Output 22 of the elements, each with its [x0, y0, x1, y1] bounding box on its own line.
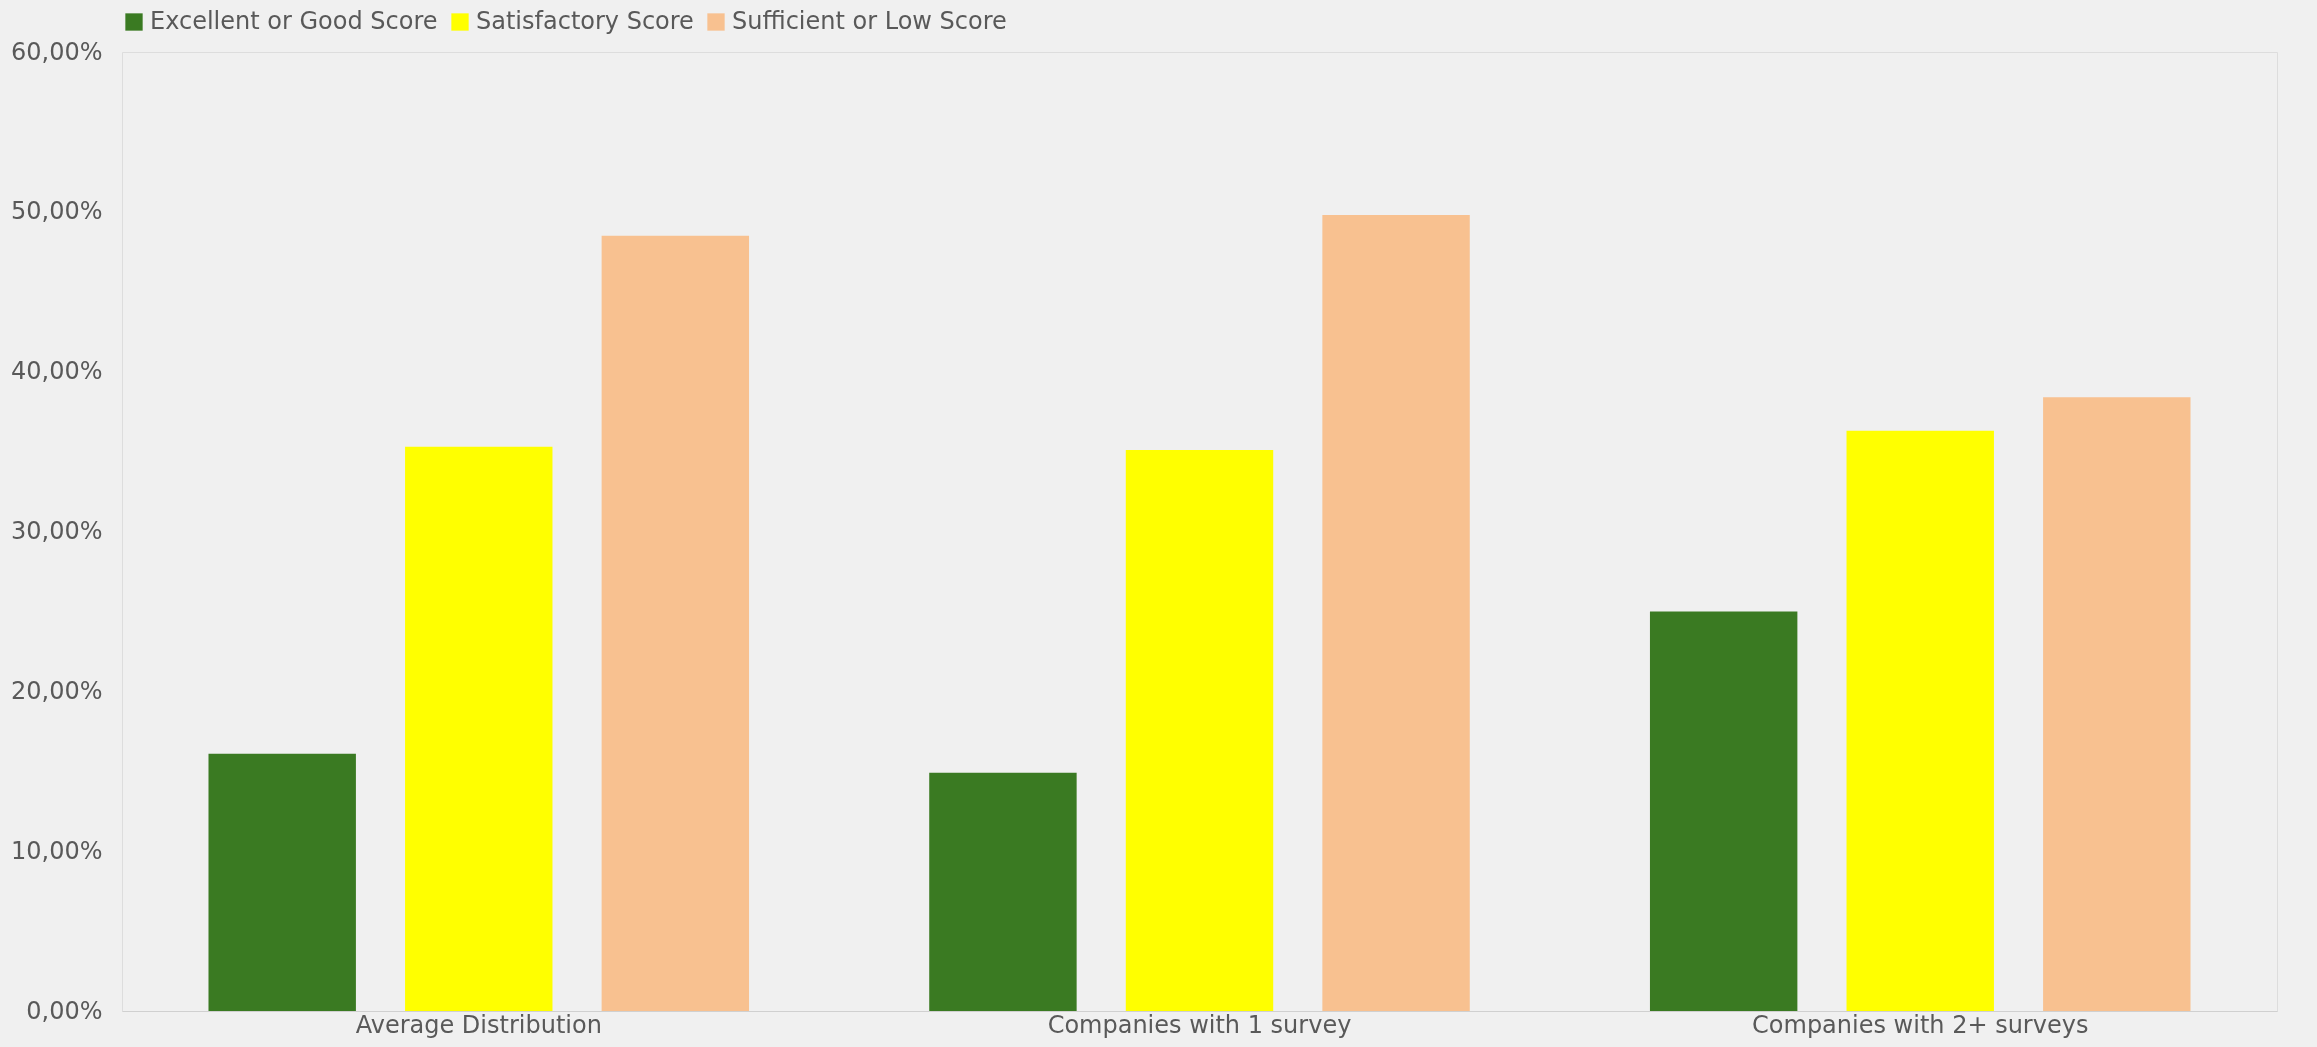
bar: [601, 235, 750, 1011]
bar: [1649, 611, 1798, 1011]
bar: [1322, 215, 1470, 1011]
legend-label: Excellent or Good Score: [150, 7, 438, 35]
y-tick-label: 60,00%: [10, 37, 103, 66]
bar: [405, 446, 553, 1011]
y-tick-label: 10,00%: [10, 836, 103, 865]
y-tick-label: 0,00%: [26, 996, 103, 1025]
y-tick-label: 40,00%: [10, 357, 103, 386]
bar: [1125, 449, 1274, 1011]
legend-label: Satisfactory Score: [476, 7, 694, 35]
x-tick-label: Average Distribution: [355, 1010, 602, 1039]
legend-label: Sufficient or Low Score: [732, 7, 1007, 35]
bar: [208, 753, 356, 1011]
y-tick-label: 30,00%: [10, 517, 103, 545]
y-tick-label: 50,00%: [10, 197, 103, 226]
bar: [929, 772, 1077, 1011]
y-tick-label: 20,00%: [10, 676, 103, 705]
x-tick-label: Companies with 2+ surveys: [1752, 1010, 2089, 1039]
bar: [2043, 397, 2191, 1011]
x-tick-label: Companies with 1 survey: [1047, 1010, 1352, 1039]
bar: [1846, 430, 1994, 1011]
